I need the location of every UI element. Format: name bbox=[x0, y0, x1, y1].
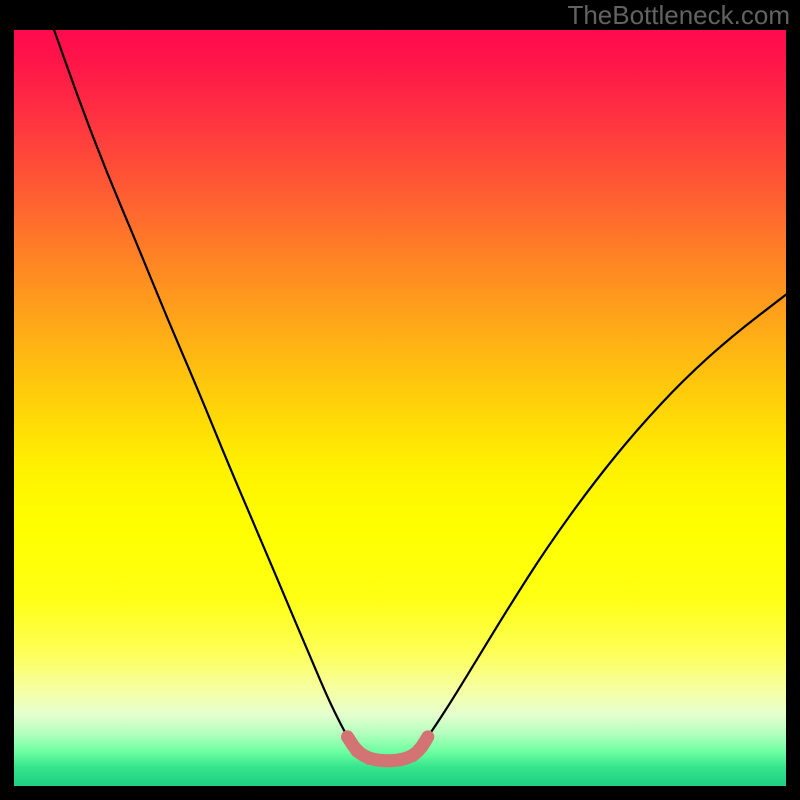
watermark-text: TheBottleneck.com bbox=[567, 0, 790, 30]
optimal-band-dot bbox=[363, 753, 375, 765]
optimal-band-dot bbox=[394, 754, 406, 766]
plot-background bbox=[14, 30, 786, 786]
bottleneck-chart: TheBottleneck.com bbox=[0, 0, 800, 800]
optimal-band-dot bbox=[351, 745, 363, 757]
optimal-band-dot bbox=[415, 741, 427, 753]
optimal-band-dot bbox=[341, 731, 353, 743]
optimal-band-dot bbox=[378, 755, 390, 767]
optimal-band-dot bbox=[422, 731, 434, 743]
chart-container: { "watermark": { "text": "TheBottleneck.… bbox=[0, 0, 800, 800]
